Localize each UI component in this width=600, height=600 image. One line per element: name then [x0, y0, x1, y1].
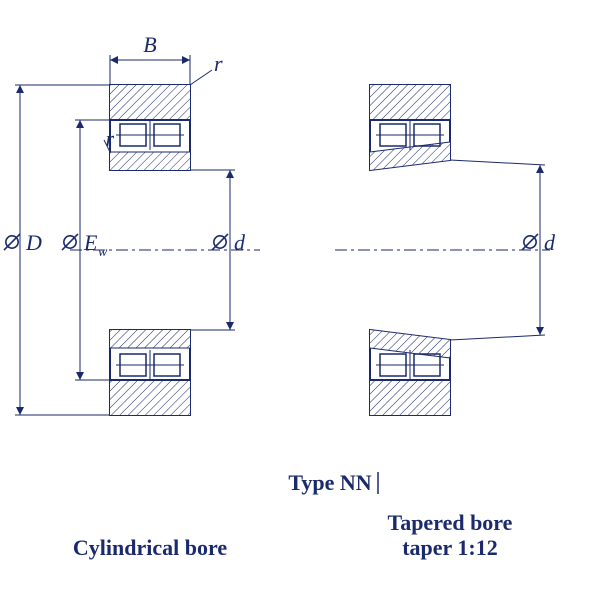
bearing-diagram: Br r D Ew d d Type NN Cylindrical bore Tapered b… [0, 0, 600, 600]
label-tapered-1: Tapered bore [388, 510, 513, 535]
label-type: Type NN [288, 470, 371, 495]
label-cylindrical: Cylindrical bore [73, 535, 227, 560]
label-tapered-2: taper 1:12 [402, 535, 498, 560]
label-phiEw: E [83, 230, 98, 255]
label-r-inner: r [105, 126, 114, 151]
label-r-outer: r [214, 51, 223, 76]
label-phid-right: d [544, 230, 556, 255]
label-B: B [143, 32, 156, 57]
svg-text:w: w [98, 245, 108, 260]
label-phiD: D [25, 230, 42, 255]
label-phid-left: d [234, 230, 246, 255]
